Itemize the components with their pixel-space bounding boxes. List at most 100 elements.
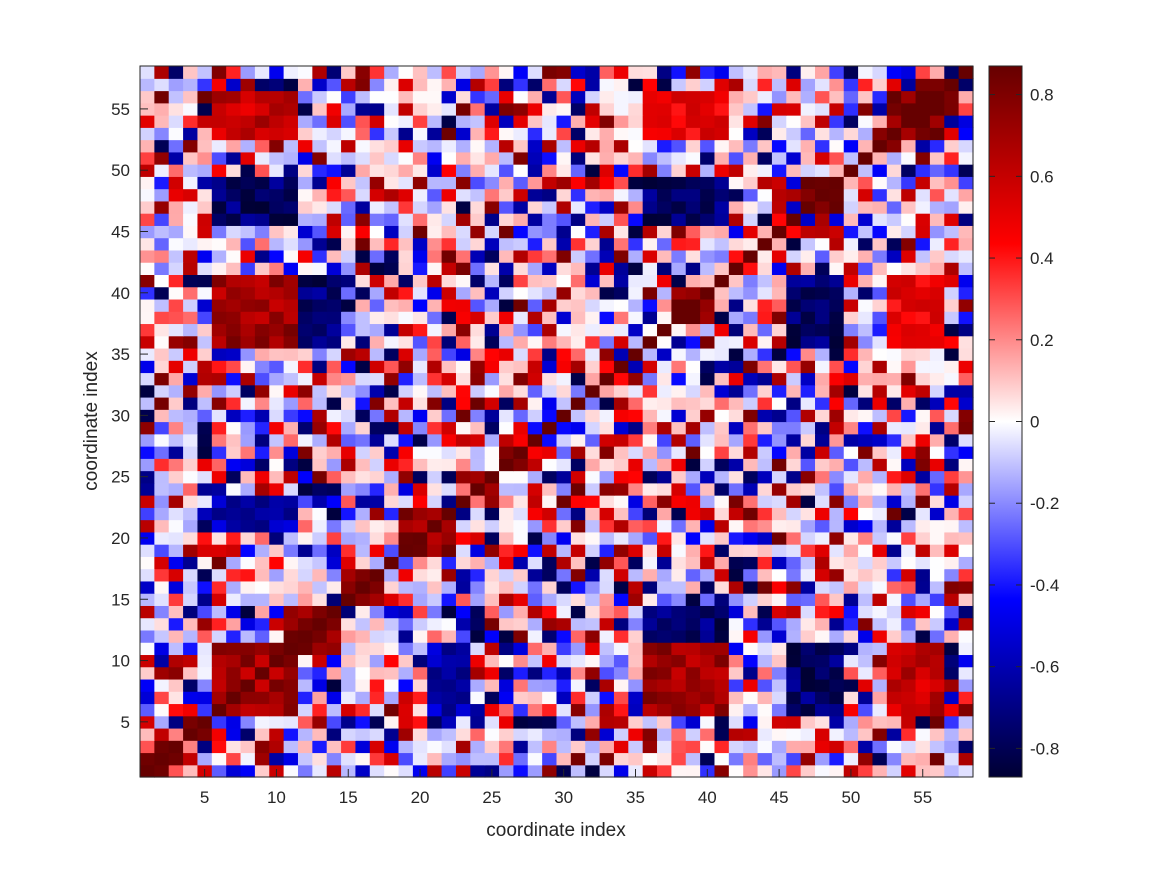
heatmap-cell — [843, 213, 859, 226]
heatmap-cell — [556, 593, 572, 606]
heatmap-cell — [240, 409, 256, 423]
heatmap-cell — [743, 495, 759, 508]
heatmap-cell — [154, 703, 170, 717]
heatmap-cell — [786, 446, 802, 459]
heatmap-cell — [369, 78, 385, 92]
heatmap-cell — [613, 421, 629, 435]
heatmap-cell — [786, 727, 802, 741]
heatmap-cell — [470, 654, 486, 668]
heatmap-cell — [484, 200, 500, 214]
heatmap-cell — [369, 678, 385, 692]
heatmap-cell — [901, 139, 917, 153]
heatmap-cell — [700, 90, 716, 104]
heatmap-cell — [355, 164, 371, 177]
heatmap-cell — [499, 115, 515, 128]
heatmap-cell — [628, 433, 644, 447]
heatmap-cell — [312, 176, 328, 190]
heatmap-cell — [628, 691, 644, 705]
heatmap-cell — [771, 752, 787, 766]
heatmap-cell — [283, 727, 299, 741]
heatmap-cell — [915, 335, 931, 349]
heatmap-cell — [800, 66, 816, 79]
heatmap-cell — [326, 740, 342, 754]
heatmap-cell — [771, 188, 787, 202]
heatmap-cell — [369, 102, 385, 116]
heatmap-cell — [613, 78, 629, 92]
heatmap-cell — [211, 102, 227, 116]
heatmap-cell — [197, 703, 213, 717]
heatmap-cell — [570, 262, 586, 275]
heatmap-cell — [513, 605, 529, 619]
heatmap-cell — [211, 274, 227, 288]
heatmap-cell — [211, 617, 227, 631]
heatmap-cell — [513, 78, 529, 92]
heatmap-cell — [929, 409, 945, 423]
heatmap-cell — [915, 139, 931, 153]
heatmap-cell — [183, 507, 199, 521]
heatmap-cell — [441, 139, 457, 153]
heatmap-cell — [455, 409, 471, 423]
heatmap-cell — [556, 666, 572, 680]
heatmap-cell — [714, 139, 730, 153]
heatmap-cell — [786, 335, 802, 349]
heatmap-cell — [513, 470, 529, 484]
heatmap-cell — [700, 384, 716, 398]
heatmap-cell — [183, 274, 199, 288]
heatmap-cell — [843, 654, 859, 668]
heatmap-cell — [254, 127, 270, 141]
heatmap-cell — [757, 678, 773, 692]
heatmap-cell — [312, 482, 328, 496]
heatmap-cell — [484, 740, 500, 754]
heatmap-cell — [254, 654, 270, 668]
heatmap-cell — [369, 200, 385, 214]
heatmap-cell — [312, 360, 328, 374]
heatmap-cell — [384, 703, 400, 717]
heatmap-cell — [384, 715, 400, 729]
heatmap-cell — [685, 90, 701, 104]
heatmap-cell — [757, 482, 773, 496]
heatmap-cell — [843, 164, 859, 177]
heatmap-cell — [384, 605, 400, 619]
heatmap-cell — [154, 654, 170, 668]
heatmap-cell — [398, 642, 414, 656]
heatmap-cell — [628, 298, 644, 312]
heatmap-cell — [585, 556, 601, 570]
heatmap-cell — [556, 482, 572, 496]
heatmap-cell — [226, 691, 242, 705]
heatmap-cell — [412, 286, 428, 300]
heatmap-cell — [685, 568, 701, 582]
heatmap-cell — [757, 531, 773, 545]
heatmap-cell — [728, 225, 744, 239]
heatmap-cell — [786, 740, 802, 754]
heatmap-cell — [570, 311, 586, 325]
heatmap-cell — [326, 115, 342, 128]
heatmap-cell — [613, 237, 629, 251]
heatmap-cell — [412, 482, 428, 496]
colorbar-tick-label: 0.2 — [1030, 331, 1054, 350]
heatmap-cell — [412, 446, 428, 459]
heatmap-cell — [700, 666, 716, 680]
heatmap-cell — [570, 164, 586, 177]
heatmap-cell — [513, 311, 529, 325]
heatmap-cell — [183, 593, 199, 606]
heatmap-cell — [944, 752, 960, 766]
heatmap-cell — [168, 323, 184, 337]
heatmap-cell — [455, 482, 471, 496]
heatmap-cell — [297, 556, 313, 570]
heatmap-cell — [154, 213, 170, 226]
heatmap-cell — [484, 90, 500, 104]
heatmap-cell — [714, 409, 730, 423]
heatmap-cell — [369, 605, 385, 619]
heatmap-cell — [254, 752, 270, 766]
heatmap-cell — [872, 127, 888, 141]
heatmap-cell — [613, 286, 629, 300]
heatmap-cell — [513, 482, 529, 496]
heatmap-cell — [168, 580, 184, 594]
heatmap-cell — [743, 311, 759, 325]
colorbar-tick-label: -0.4 — [1030, 576, 1059, 595]
heatmap-cell — [484, 274, 500, 288]
heatmap-cell — [542, 519, 558, 533]
heatmap-cell — [197, 274, 213, 288]
heatmap-cell — [728, 507, 744, 521]
heatmap-cell — [297, 593, 313, 606]
